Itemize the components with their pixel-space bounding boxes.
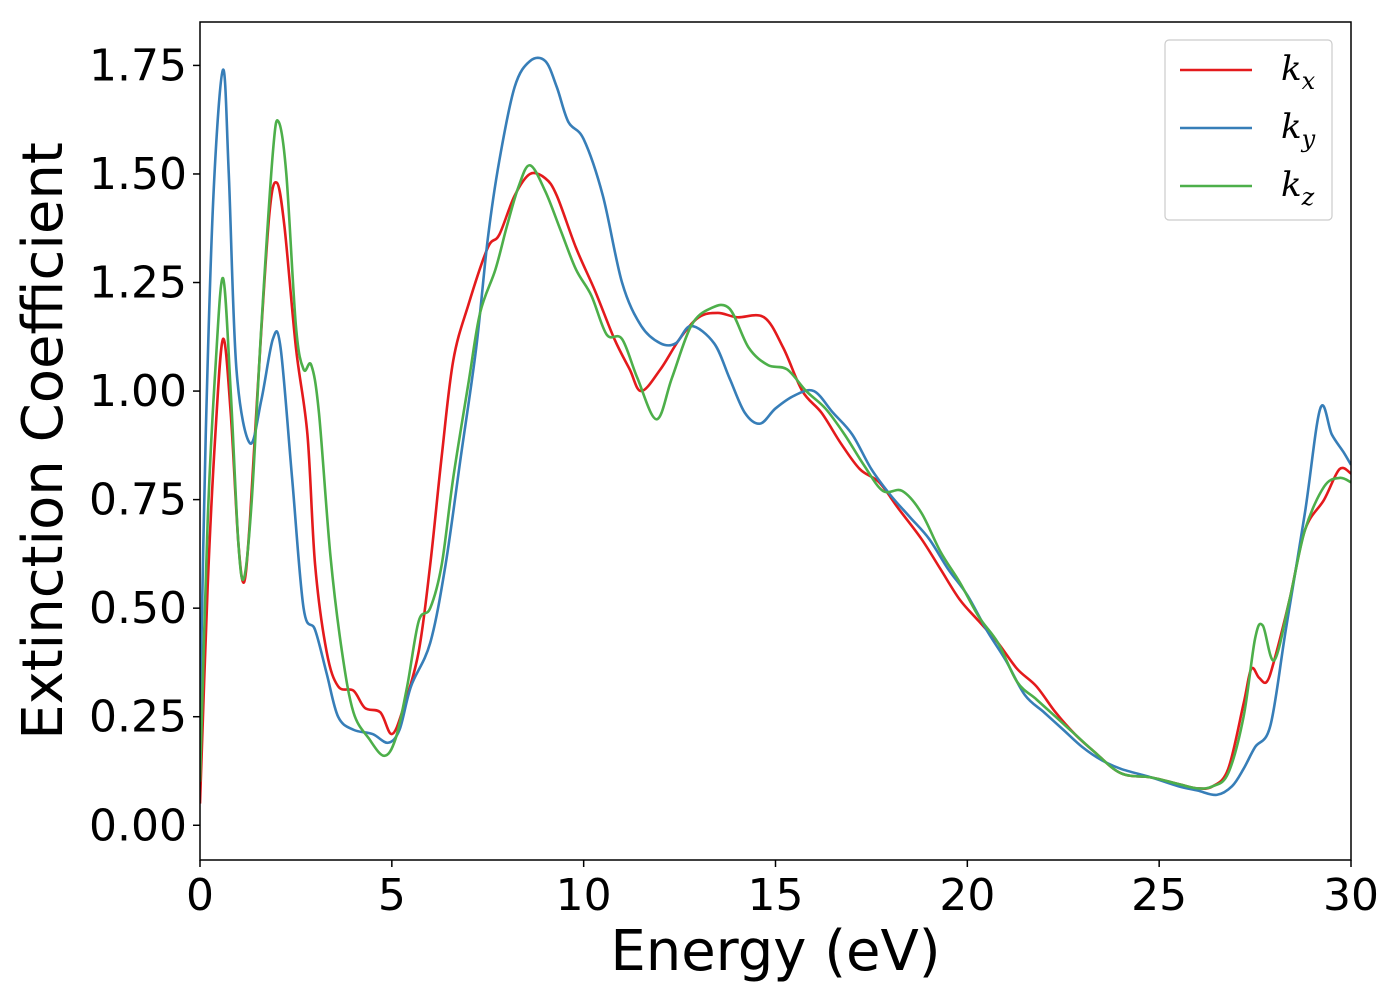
x-tick-label: 30: [1323, 870, 1379, 921]
x-axis-label: Energy (eV): [610, 919, 940, 984]
series-line-kx: [200, 171, 1351, 804]
x-tick-label: 10: [556, 870, 612, 921]
y-tick-label: 0.25: [89, 692, 187, 743]
legend-box: [1164, 39, 1333, 221]
y-axis: 0.00 0.25 0.50 0.75 1.00 1.25 1.50 1.75: [89, 40, 200, 851]
legend-label: kz: [1281, 165, 1315, 211]
x-tick-label: 25: [1131, 870, 1187, 921]
y-tick-label: 1.25: [89, 258, 187, 309]
y-tick-label: 0.00: [89, 800, 187, 851]
series-line-kz: [200, 119, 1351, 790]
legend-label: kx: [1281, 49, 1316, 95]
y-tick-label: 0.50: [89, 583, 187, 634]
plot-area: [200, 56, 1351, 804]
legend-label: ky: [1281, 107, 1316, 153]
y-tick-label: 1.50: [89, 149, 187, 200]
legend: kx ky kz: [1164, 39, 1333, 221]
y-axis-label: Extinction Coefficient: [11, 142, 76, 740]
y-tick-label: 0.75: [89, 475, 187, 526]
x-axis: 0 5 10 15 20 25 30: [186, 860, 1379, 921]
x-tick-label: 5: [378, 870, 406, 921]
x-tick-label: 15: [748, 870, 804, 921]
x-tick-label: 0: [186, 870, 214, 921]
x-tick-label: 20: [939, 870, 995, 921]
y-tick-label: 1.75: [89, 40, 187, 91]
y-tick-label: 1.00: [89, 366, 187, 417]
